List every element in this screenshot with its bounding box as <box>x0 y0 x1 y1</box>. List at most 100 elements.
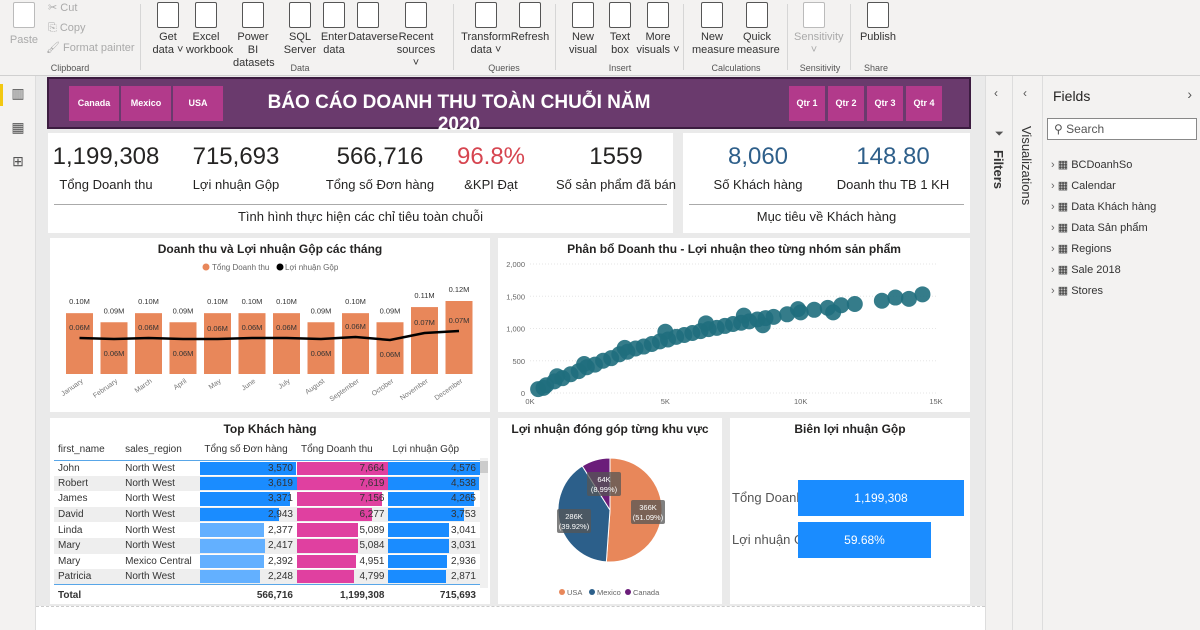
cut-button[interactable]: ✂ Cut <box>48 2 78 14</box>
data-bar <box>388 570 446 584</box>
scatter-point[interactable] <box>657 323 674 340</box>
new-measure-button[interactable]: New measure <box>692 2 735 57</box>
scatter-point[interactable] <box>765 308 782 325</box>
top-customers-table[interactable]: Top Khách hàng first_name sales_region Tổn… <box>50 418 490 605</box>
publish-button[interactable]: Publish <box>858 2 898 44</box>
revenue-bar[interactable] <box>411 307 438 374</box>
scatter-point[interactable] <box>616 339 633 356</box>
get-data-button[interactable]: Get data ˅ <box>148 2 188 57</box>
line-data-label: 0.06M <box>242 323 263 332</box>
field-table-item[interactable]: › ▦ Sale 2018 <box>1051 264 1121 276</box>
collapse-arrow-icon[interactable]: ‹ <box>1023 86 1027 100</box>
recent-sources-button[interactable]: Recent sources ˅ <box>396 2 436 70</box>
scatter-point[interactable] <box>887 289 904 306</box>
table-row[interactable]: Mary North West 2,417 5,084 3,031 <box>54 537 480 554</box>
report-view-icon[interactable]: ▥ <box>11 85 25 101</box>
revenue-bar[interactable] <box>169 322 197 374</box>
excel-workbook-button[interactable]: Excel workbook <box>186 2 233 57</box>
scatter-point[interactable] <box>789 301 806 318</box>
model-view-icon[interactable]: ⊞ <box>12 153 24 169</box>
collapse-arrow-icon[interactable]: ‹ <box>994 86 998 100</box>
table-row[interactable]: John North West 3,570 7,664 4,576 <box>54 460 480 476</box>
bar-revenue: 1,199,308 <box>798 480 964 516</box>
power-bi-datasets-button[interactable]: Power BI datasets <box>233 2 275 70</box>
revenue-bar[interactable] <box>238 313 266 374</box>
filters-pane[interactable]: ‹ ⏷ Filters <box>985 76 1012 630</box>
transform-data-button[interactable]: Transform data ˅ <box>460 2 512 57</box>
slicer-qtr1[interactable]: Qtr 1 <box>789 86 825 121</box>
field-table-item[interactable]: › ▦ Calendar <box>1051 180 1116 192</box>
enter-data-button[interactable]: Enter data <box>314 2 354 57</box>
column-header[interactable]: sales_region <box>121 440 201 461</box>
collapse-arrow-icon[interactable]: › <box>1187 86 1192 102</box>
revenue-bar[interactable] <box>66 313 93 374</box>
table-scrollbar[interactable] <box>480 458 488 588</box>
revenue-bar[interactable] <box>445 301 473 374</box>
scatter-point[interactable] <box>900 290 917 307</box>
copy-button[interactable]: ⎘ Copy <box>48 22 86 34</box>
scatter-point[interactable] <box>754 317 771 334</box>
region-pie-chart[interactable]: Lợi nhuận đóng góp từng khu vực 366K (51.… <box>498 418 722 604</box>
table-row[interactable]: Linda North West 2,377 5,089 3,041 <box>54 522 480 538</box>
monthly-combo-chart[interactable]: Doanh thu và Lợi nhuận Gộp các tháng Tổn… <box>50 238 490 412</box>
scatter-point[interactable] <box>846 295 863 312</box>
format-painter-button[interactable]: 🖌 Format painter <box>46 42 135 54</box>
field-table-item[interactable]: › ▦ Regions <box>1051 243 1112 255</box>
scatter-point[interactable] <box>873 292 890 309</box>
paste-button[interactable]: Paste <box>6 2 42 46</box>
refresh-button[interactable]: Refresh <box>510 2 550 44</box>
revenue-bar[interactable] <box>376 322 404 374</box>
slicer-qtr2[interactable]: Qtr 2 <box>828 86 864 121</box>
scatter-point[interactable] <box>825 304 842 321</box>
sql-server-button[interactable]: SQL Server <box>280 2 320 57</box>
revenue-bar[interactable] <box>273 313 300 374</box>
recent-sources-icon <box>405 2 427 28</box>
sensitivity-button[interactable]: Sensitivity ˅ <box>794 2 844 57</box>
slicer-usa[interactable]: USA <box>173 86 223 121</box>
scatter-point[interactable] <box>535 379 552 396</box>
scatter-point[interactable] <box>697 315 714 332</box>
scatter-point[interactable] <box>806 301 823 318</box>
field-table-item[interactable]: › ▦ Data Khách hàng <box>1051 201 1157 213</box>
table-cell: North West <box>121 506 201 523</box>
slicer-canada[interactable]: Canada <box>69 86 119 121</box>
scatter-point[interactable] <box>735 307 752 324</box>
revenue-bar[interactable] <box>307 322 335 374</box>
new-visual-button[interactable]: New visual <box>563 2 603 57</box>
more-visuals-button[interactable]: More visuals ˅ <box>632 2 684 57</box>
quick-measure-button[interactable]: Quick measure <box>737 2 780 57</box>
legend-marker <box>202 263 210 271</box>
table-row[interactable]: James North West 3,371 7,156 4,265 <box>54 491 480 507</box>
field-table-item[interactable]: › ▦ Data Sản phẩm <box>1051 222 1148 234</box>
table-row[interactable]: Robert North West 3,619 7,619 4,538 <box>54 475 480 492</box>
data-view-icon[interactable]: ▦ <box>11 119 25 135</box>
slicer-mexico[interactable]: Mexico <box>121 86 171 121</box>
fields-search-input[interactable]: ⚲ Search <box>1047 118 1197 140</box>
margin-bar-chart[interactable]: Biên lợi nhuận Gộp Tổng Doanh thu 1,199,… <box>730 418 970 604</box>
kpi-label: &KPI Đạt <box>464 177 518 192</box>
scatter-point[interactable] <box>914 286 931 303</box>
column-header[interactable]: Tổng Doanh thu <box>296 440 389 461</box>
column-header[interactable]: first_name <box>54 440 122 461</box>
field-table-item[interactable]: › ▦ Stores <box>1051 285 1103 297</box>
table-row[interactable]: David North West 2,943 6,277 3,753 <box>54 506 480 523</box>
scatter-point[interactable] <box>576 355 593 372</box>
revenue-bar[interactable] <box>204 313 231 374</box>
x-tick-label: 10K <box>794 397 807 406</box>
scatter-point[interactable] <box>549 368 566 385</box>
table-row[interactable]: Patricia North West 2,248 4,799 2,871 <box>54 569 480 585</box>
visualizations-pane[interactable]: ‹ Visualizations <box>1012 76 1042 630</box>
slicer-qtr4[interactable]: Qtr 4 <box>906 86 942 121</box>
revenue-bar[interactable] <box>135 313 162 374</box>
revenue-bar[interactable] <box>342 313 369 374</box>
scatter-chart[interactable]: Phân bổ Doanh thu - Lợi nhuận theo từng … <box>498 238 970 412</box>
table-row[interactable]: Mary Mexico Central 2,392 4,951 2,936 <box>54 554 480 570</box>
revenue-bar[interactable] <box>100 322 128 374</box>
text-box-button[interactable]: Text box <box>600 2 640 57</box>
column-header[interactable]: Lợi nhuận Gộp <box>388 440 480 461</box>
column-header[interactable]: Tổng số Đơn hàng <box>200 440 297 461</box>
field-table-item[interactable]: › ▦ BCDoanhSo <box>1051 159 1133 171</box>
slicer-qtr3[interactable]: Qtr 3 <box>867 86 903 121</box>
dataverse-button[interactable]: Dataverse <box>348 2 398 44</box>
customer-kpi-label: Doanh thu TB 1 KH <box>836 177 950 192</box>
